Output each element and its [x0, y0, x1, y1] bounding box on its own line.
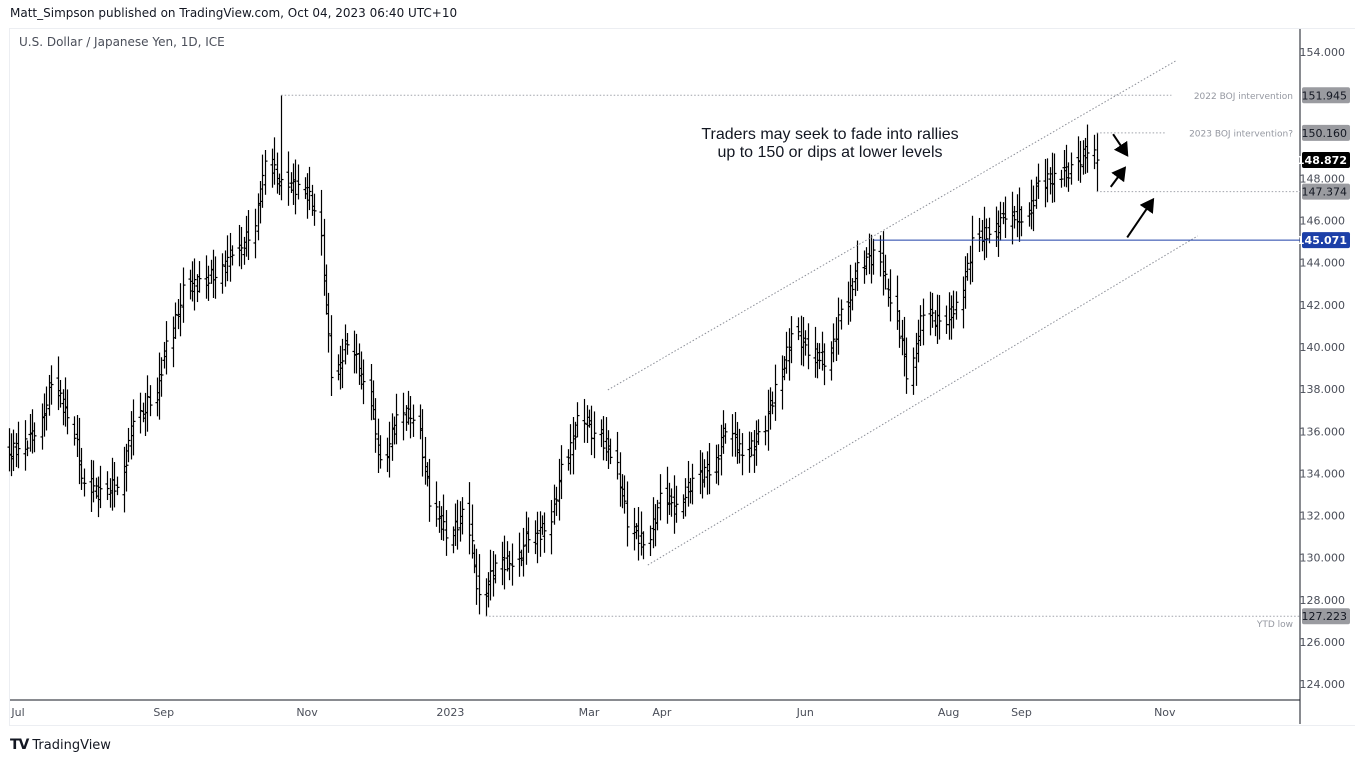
price-tick-label: 128.000	[1300, 594, 1346, 607]
last-price-tag-bg	[1302, 152, 1350, 169]
price-tick-label: 146.000	[1300, 215, 1346, 228]
price-tag-bg	[1302, 183, 1350, 200]
price-tick-label: 142.000	[1300, 299, 1346, 312]
price-tag: 147.374	[1302, 186, 1348, 199]
price-tick-label: 148.000	[1300, 172, 1346, 185]
chart-annotation: Traders may seek to fade into rallies up…	[701, 126, 959, 161]
publisher-line: Matt_Simpson published on TradingView.co…	[10, 6, 458, 20]
price-tick-label: 138.000	[1300, 383, 1346, 396]
symbol-title: U.S. Dollar / Japanese Yen, 1D, ICE	[19, 35, 225, 49]
time-tick-label: Jul	[10, 706, 24, 719]
price-tick-label: 136.000	[1300, 425, 1346, 438]
level-label: YTD low	[1256, 620, 1293, 630]
price-tick-label: 130.000	[1300, 552, 1346, 565]
price-tag: 150.160	[1302, 127, 1348, 140]
time-tick-label: Apr	[652, 706, 672, 719]
tradingview-logo[interactable]: TV TradingView	[10, 737, 111, 753]
time-tick-label: Mar	[579, 706, 600, 719]
level-label: 2022 BOJ intervention	[1194, 92, 1293, 102]
price-tick-label: 154.000	[1300, 46, 1346, 59]
price-tag-bg	[1302, 87, 1350, 104]
price-tick-label: 132.000	[1300, 510, 1346, 523]
time-tick-label: Jun	[796, 706, 814, 719]
channel-line	[607, 59, 1177, 391]
time-tick-label: 2023	[436, 706, 464, 719]
time-tick-label: Nov	[1154, 706, 1176, 719]
price-tick-label: 126.000	[1300, 636, 1346, 649]
price-tick-label: 134.000	[1300, 467, 1346, 480]
price-tag: 127.223	[1302, 610, 1348, 623]
arrow-annotation	[1126, 197, 1155, 238]
price-tag-bg	[1302, 608, 1350, 625]
arrow-annotation	[1109, 166, 1127, 188]
time-tick-label: Sep	[1011, 706, 1032, 719]
logo-text: TradingView	[32, 737, 111, 753]
level-label: 2023 BOJ intervention?	[1189, 129, 1293, 139]
channel-line	[647, 235, 1198, 566]
price-tag: 145.071	[1297, 234, 1347, 247]
price-tag: 151.945	[1302, 89, 1348, 102]
price-tick-label: 140.000	[1300, 341, 1346, 354]
price-tag-bg	[1302, 232, 1350, 249]
time-tick-label: Sep	[153, 706, 174, 719]
time-tick-label: Aug	[938, 706, 959, 719]
tv-logo-icon: TV	[10, 737, 29, 753]
time-tick-label: Nov	[296, 706, 318, 719]
chart-frame	[9, 28, 1355, 726]
price-tag-bg	[1302, 124, 1350, 141]
price-tick-label: 124.000	[1300, 678, 1346, 691]
price-tick-label: 144.000	[1300, 257, 1346, 270]
last-price-tag: 148.872	[1297, 154, 1347, 167]
arrow-annotation	[1112, 133, 1129, 157]
